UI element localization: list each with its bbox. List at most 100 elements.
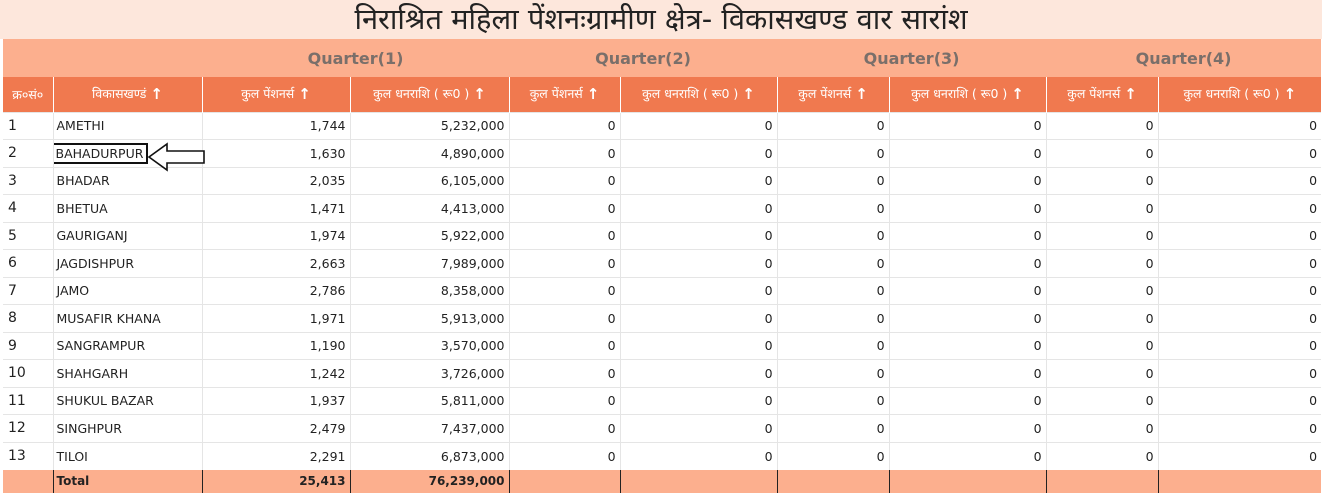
q2-amount-header[interactable]: कुल धनराशि ( रू0 ) ↑ — [619, 77, 778, 112]
block-name-link[interactable]: BHADAR — [52, 166, 202, 195]
q4-pensioners-cell: 0 — [1045, 331, 1159, 360]
block-link-text[interactable]: JAMO — [56, 283, 90, 299]
q1-pensioners-header[interactable]: कुल पेंशनर्स ↑ — [201, 77, 350, 112]
sort-arrow-icon[interactable]: ↑ — [855, 85, 868, 104]
block-link-text[interactable]: SHAHGARH — [56, 365, 129, 381]
q1-amount-header[interactable]: कुल धनराशि ( रू0 ) ↑ — [349, 77, 510, 112]
page-title: निराश्रित महिला पेंशनःग्रामीण क्षेत्र- व… — [354, 2, 968, 36]
highlighted-block-link[interactable]: BAHADURPUR — [54, 142, 149, 164]
quarter-1-header: Quarter(1) — [202, 39, 510, 77]
q2-amount-cell: 0 — [619, 304, 778, 332]
q1-amount-cell: 3,726,000 — [349, 359, 510, 387]
q1-amount-label: कुल धनराशि ( रू0 ) — [373, 86, 470, 102]
block-name-link[interactable]: SHAHGARH — [52, 359, 202, 387]
q2-pensioners-cell: 0 — [508, 304, 621, 332]
sort-arrow-icon[interactable]: ↑ — [1283, 85, 1297, 104]
q4-pensioners-cell: 0 — [1045, 249, 1159, 277]
sort-arrow-icon[interactable]: ↑ — [473, 85, 486, 104]
block-link-text[interactable]: BHADAR — [56, 173, 110, 189]
block-name-link[interactable]: GAURIGANJ — [52, 221, 202, 250]
left-arrow-icon — [147, 142, 205, 172]
block-header[interactable]: विकासखण्डं ↑ — [52, 77, 202, 112]
block-link-text[interactable]: JAGDISHPUR — [56, 255, 135, 271]
serial-cell: 13 — [3, 441, 53, 470]
q4-amount-header[interactable]: कुल धनराशि ( रू0 ) ↑ — [1157, 77, 1322, 112]
total-q3-amount — [888, 469, 1047, 493]
title-bar: निराश्रित महिला पेंशनःग्रामीण क्षेत्र- व… — [0, 0, 1322, 39]
q3-amount-cell: 0 — [888, 194, 1047, 222]
q1-pensioners-cell: 1,971 — [201, 304, 350, 332]
q3-pensioners-cell: 0 — [776, 139, 890, 167]
block-link-text[interactable]: TILOI — [56, 448, 88, 464]
block-link-text[interactable]: SHUKUL BAZAR — [56, 393, 154, 409]
q3-pensioners-cell: 0 — [776, 111, 890, 140]
sort-arrow-icon[interactable]: ↑ — [1011, 85, 1024, 104]
q4-amount-cell: 0 — [1157, 276, 1322, 305]
q1-pensioners-cell: 1,471 — [201, 194, 350, 222]
column-header-row: क्र०सं० विकासखण्डं ↑ कुल पेंशनर्स ↑ कुल धन… — [3, 77, 1322, 112]
block-name-link[interactable]: SHUKUL BAZAR — [52, 386, 202, 415]
block-link-text[interactable]: SINGHPUR — [56, 420, 122, 436]
block-link-text[interactable]: MUSAFIR KHANA — [56, 310, 161, 326]
sort-arrow-icon[interactable]: ↑ — [742, 85, 755, 104]
q3-amount-cell: 0 — [888, 221, 1047, 250]
q4-amount-cell: 0 — [1157, 249, 1322, 277]
q4-pensioners-header[interactable]: कुल पेंशनर्स ↑ — [1045, 77, 1159, 112]
q1-amount-cell: 4,413,000 — [349, 194, 510, 222]
q2-amount-cell: 0 — [619, 194, 778, 222]
q4-pensioners-cell: 0 — [1045, 139, 1159, 167]
q2-pensioners-header[interactable]: कुल पेंशनर्स ↑ — [508, 77, 621, 112]
q4-amount-cell: 0 — [1157, 221, 1322, 250]
sort-arrow-icon[interactable]: ↑ — [298, 85, 311, 104]
q3-pensioners-header[interactable]: कुल पेंशनर्स ↑ — [776, 77, 890, 112]
q3-pensioners-cell: 0 — [776, 276, 890, 305]
block-name-link[interactable]: TILOI — [52, 441, 202, 470]
q4-pensioners-cell: 0 — [1045, 276, 1159, 305]
block-name-link[interactable]: JAMO — [52, 276, 202, 305]
sort-arrow-icon[interactable]: ↑ — [1124, 85, 1137, 104]
block-link-text[interactable]: BHETUA — [56, 200, 108, 216]
block-name-link[interactable]: SINGHPUR — [52, 414, 202, 442]
table-row: 8 MUSAFIR KHANA 1,971 5,913,000 0 0 0 0 0 0 — [3, 304, 1322, 332]
sort-arrow-icon[interactable]: ↑ — [150, 85, 163, 104]
q4-pensioners-cell: 0 — [1045, 414, 1159, 442]
block-link-text[interactable]: AMETHI — [56, 118, 105, 134]
q2-amount-cell: 0 — [619, 249, 778, 277]
q2-pensioners-cell: 0 — [508, 276, 621, 305]
q4-pensioners-cell: 0 — [1045, 386, 1159, 415]
block-name-link[interactable]: AMETHI — [52, 111, 202, 140]
q1-pensioners-cell: 2,035 — [201, 166, 350, 195]
q2-pensioners-cell: 0 — [508, 359, 621, 387]
q2-amount-cell: 0 — [619, 386, 778, 415]
q2-pensioners-cell: 0 — [508, 414, 621, 442]
block-name-link[interactable]: BHETUA — [52, 194, 202, 222]
block-name-link[interactable]: JAGDISHPUR — [52, 249, 202, 277]
table-row: 10 SHAHGARH 1,242 3,726,000 0 0 0 0 0 0 — [3, 359, 1322, 387]
q4-amount-cell: 0 — [1157, 139, 1322, 167]
q2-amount-cell: 0 — [619, 166, 778, 195]
block-name-link[interactable]: BAHADURPUR — [52, 139, 202, 167]
q1-amount-cell: 5,232,000 — [349, 111, 510, 140]
block-name-link[interactable]: MUSAFIR KHANA — [52, 304, 202, 332]
q1-pensioners-cell: 1,744 — [201, 111, 350, 140]
serial-cell: 7 — [3, 276, 53, 305]
block-link-text[interactable]: SANGRAMPUR — [56, 338, 146, 354]
q4-pensioners-cell: 0 — [1045, 304, 1159, 332]
q2-amount-cell: 0 — [619, 331, 778, 360]
q1-amount-cell: 4,890,000 — [349, 139, 510, 167]
total-row: Total 25,413 76,239,000 — [3, 469, 1322, 493]
block-link-text[interactable]: GAURIGANJ — [56, 228, 128, 244]
total-q2-amount — [619, 469, 778, 493]
q2-amount-cell: 0 — [619, 359, 778, 387]
q4-amount-cell: 0 — [1157, 166, 1322, 195]
q3-amount-header[interactable]: कुल धनराशि ( रू0 ) ↑ — [888, 77, 1047, 112]
q3-pensioners-cell: 0 — [776, 304, 890, 332]
sort-arrow-icon[interactable]: ↑ — [586, 85, 600, 104]
total-q1-pensioners: 25,413 — [201, 469, 350, 493]
q1-pensioners-cell: 1,190 — [201, 331, 350, 360]
block-name-link[interactable]: SANGRAMPUR — [52, 331, 202, 360]
table-row: 11 SHUKUL BAZAR 1,937 5,811,000 0 0 0 0 0 0 — [3, 386, 1322, 415]
q3-pensioners-cell: 0 — [776, 441, 890, 470]
q1-pensioners-cell: 1,242 — [201, 359, 350, 387]
q3-amount-cell: 0 — [888, 139, 1047, 167]
